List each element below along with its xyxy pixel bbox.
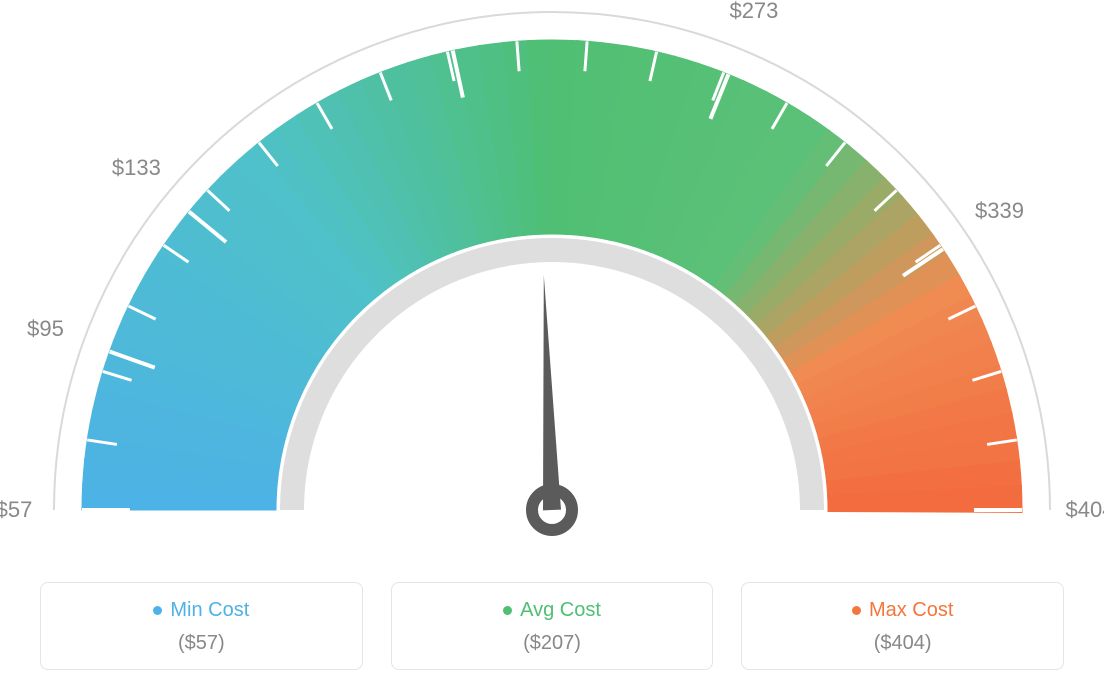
- legend-value-max: ($404): [742, 632, 1063, 655]
- legend-title-max: Max Cost: [852, 599, 953, 622]
- legend-label-avg: Avg Cost: [520, 599, 601, 622]
- gauge-tick-label: $404: [1066, 497, 1104, 523]
- gauge-tick-label: $95: [27, 316, 64, 342]
- legend-card-max: Max Cost ($404): [741, 582, 1064, 670]
- gauge-container: $57$95$133$207$273$339$404: [0, 0, 1104, 560]
- gauge-tick-label: $57: [0, 497, 32, 523]
- legend-value-avg: ($207): [392, 632, 713, 655]
- gauge-tick-label: $273: [729, 0, 778, 24]
- gauge-svg: [0, 0, 1104, 560]
- legend-row: Min Cost ($57) Avg Cost ($207) Max Cost …: [40, 582, 1064, 670]
- gauge-needle: [543, 275, 561, 510]
- legend-dot-max: [852, 606, 861, 615]
- legend-title-min: Min Cost: [153, 599, 249, 622]
- legend-title-avg: Avg Cost: [503, 599, 601, 622]
- gauge-tick-label: $133: [112, 155, 161, 181]
- legend-card-avg: Avg Cost ($207): [391, 582, 714, 670]
- legend-dot-min: [153, 606, 162, 615]
- legend-value-min: ($57): [41, 632, 362, 655]
- legend-card-min: Min Cost ($57): [40, 582, 363, 670]
- legend-label-min: Min Cost: [170, 599, 249, 622]
- legend-label-max: Max Cost: [869, 599, 953, 622]
- legend-dot-avg: [503, 606, 512, 615]
- gauge-tick-label: $339: [975, 198, 1024, 224]
